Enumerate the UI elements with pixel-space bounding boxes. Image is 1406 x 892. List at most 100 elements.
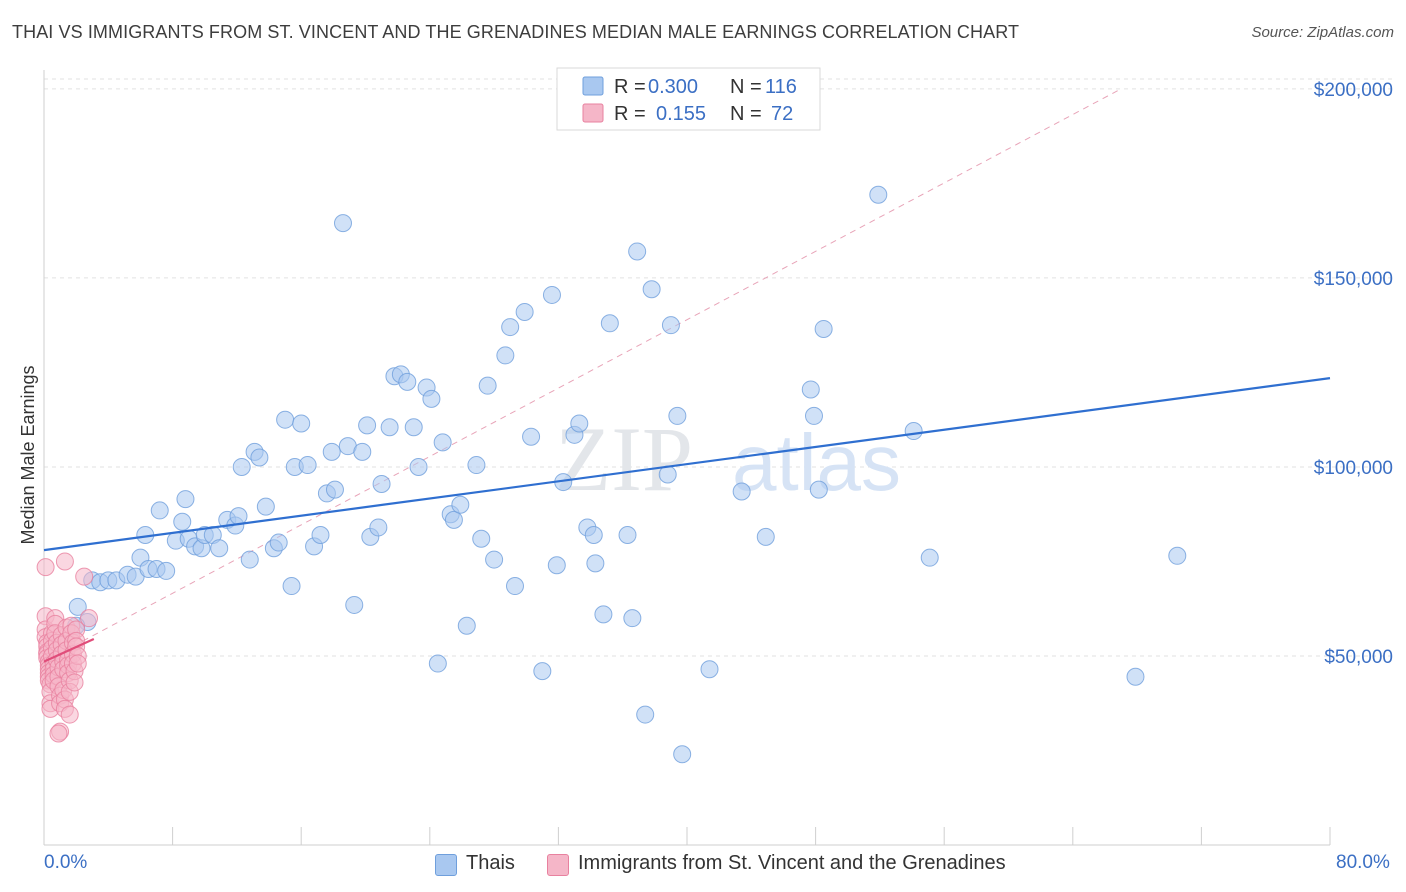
point-s0-75 — [533, 662, 552, 681]
point-s0-63 — [444, 510, 463, 529]
point-s0-23 — [210, 539, 229, 558]
point-s0-77 — [547, 556, 566, 575]
axes — [43, 70, 1331, 846]
legend-swatch-svg-immigrants — [582, 103, 604, 123]
reference-diagonal — [43, 88, 1122, 663]
point-s0-83 — [586, 554, 605, 573]
correlation-legend: R = 0.300 N = 116 R = 0.155 N = 72 — [556, 67, 821, 131]
point-s0-38 — [298, 456, 317, 475]
point-s0-70 — [496, 346, 515, 365]
legend-swatch-thais-bottom — [435, 854, 457, 876]
y-tick-label-3: $200,000 — [1314, 80, 1393, 101]
point-s0-97 — [756, 527, 775, 546]
point-s0-59 — [422, 389, 441, 408]
point-s0-35 — [282, 577, 301, 596]
point-s0-102 — [869, 185, 888, 204]
point-s0-66 — [467, 456, 486, 475]
y-axis-label: Median Male Earnings — [18, 365, 38, 544]
point-s0-72 — [505, 577, 524, 596]
legend-swatch-thais — [582, 76, 604, 96]
grid-lines — [44, 78, 1395, 657]
point-s0-84 — [594, 605, 613, 624]
point-s1-63 — [65, 673, 84, 692]
point-s0-64 — [451, 495, 470, 514]
point-s0-68 — [478, 376, 497, 395]
point-s0-31 — [256, 497, 275, 516]
reference-diagonal-line — [43, 88, 1122, 663]
point-s0-93 — [668, 406, 687, 425]
point-s0-69 — [485, 550, 504, 569]
point-s0-99 — [804, 406, 823, 425]
legend-r-label-1: R = — [614, 76, 646, 98]
point-s0-28 — [240, 550, 259, 569]
y-tick-label-2: $150,000 — [1314, 269, 1393, 290]
legend-n-label-2: N = — [730, 103, 762, 125]
point-s0-88 — [628, 242, 647, 261]
point-s1-69 — [75, 567, 94, 586]
point-s0-47 — [353, 442, 372, 461]
trend-line-1 — [43, 637, 95, 663]
legend-label-thais: Thais — [466, 852, 515, 874]
legend-label-immigrants: Immigrants from St. Vincent and the Gren… — [578, 852, 1006, 874]
point-s0-51 — [372, 474, 391, 493]
point-s0-52 — [380, 418, 399, 437]
legend-swatch-immigrants-bottom — [547, 854, 569, 876]
point-s0-82 — [584, 526, 603, 544]
legend-r-value-2: 0.155 — [656, 103, 706, 125]
chart-title: THAI VS IMMIGRANTS FROM ST. VINCENT AND … — [12, 22, 1020, 42]
point-s0-90 — [642, 280, 661, 299]
point-s0-98 — [801, 380, 820, 399]
trend-lines — [43, 377, 1331, 663]
point-s0-0 — [68, 597, 87, 616]
source-label: Source: ZipAtlas.com — [1251, 24, 1394, 41]
point-s1-56 — [60, 705, 79, 724]
point-s0-74 — [522, 427, 541, 446]
point-s0-33 — [269, 533, 288, 552]
point-s0-85 — [600, 314, 619, 333]
point-s0-94 — [673, 745, 692, 764]
point-s0-71 — [501, 318, 520, 337]
legend-r-label-2: R = — [614, 103, 646, 125]
point-s0-43 — [325, 480, 344, 499]
point-s0-101 — [814, 319, 833, 338]
point-s0-55 — [398, 372, 417, 391]
point-s0-65 — [457, 616, 476, 635]
x-min-label: 0.0% — [44, 852, 88, 873]
point-s0-106 — [1168, 546, 1187, 565]
point-s0-61 — [433, 433, 452, 452]
point-s1-47 — [55, 552, 74, 571]
point-s1-68 — [68, 654, 87, 673]
point-s0-50 — [369, 518, 388, 537]
point-s0-14 — [150, 501, 169, 520]
point-s0-42 — [322, 442, 341, 461]
x-max-label: 80.0% — [1336, 852, 1390, 873]
point-s0-76 — [542, 285, 561, 304]
point-s0-95 — [700, 660, 719, 679]
point-s0-67 — [472, 529, 491, 548]
legend-n-value-1: 116 — [765, 76, 797, 98]
point-s0-57 — [409, 457, 428, 476]
point-s1-71 — [49, 724, 68, 743]
point-s0-104 — [920, 548, 939, 567]
point-s0-40 — [311, 526, 330, 544]
point-s0-16 — [173, 512, 192, 531]
point-s0-34 — [276, 410, 295, 429]
trend-line-0 — [43, 377, 1331, 552]
point-s0-89 — [636, 705, 655, 724]
y-tick-label-0: $50,000 — [1324, 647, 1393, 668]
point-s0-86 — [618, 526, 637, 544]
point-s0-27 — [232, 457, 251, 476]
y-tick-labels: $50,000 $100,000 $150,000 $200,000 — [1314, 80, 1393, 668]
legend-r-value-1: 0.300 — [648, 76, 698, 98]
point-s0-96 — [732, 482, 751, 501]
point-s0-17 — [176, 490, 195, 509]
point-s0-92 — [661, 316, 680, 335]
point-s1-70 — [80, 609, 99, 628]
point-s0-30 — [250, 448, 269, 467]
point-s0-87 — [623, 609, 642, 628]
point-s0-100 — [809, 480, 828, 499]
point-s0-48 — [358, 416, 377, 435]
point-s0-26 — [229, 507, 248, 526]
point-s0-80 — [570, 414, 589, 433]
